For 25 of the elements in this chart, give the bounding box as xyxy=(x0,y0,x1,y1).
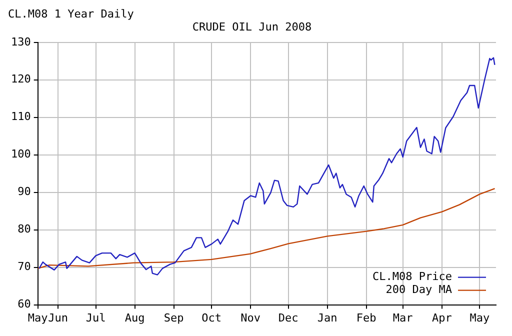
x-tick-label: Oct xyxy=(202,311,222,324)
y-tick-label: 110 xyxy=(10,110,31,124)
x-tick-label: Feb xyxy=(356,311,376,324)
x-tick-label: Nov xyxy=(240,311,261,324)
x-tick-label: Jul xyxy=(86,311,106,324)
x-tick-label: Mar xyxy=(392,311,414,324)
legend-label: CL.M08 Price xyxy=(372,270,452,284)
x-tick-label: May xyxy=(470,311,490,324)
x-tick-label: Jun xyxy=(48,311,68,324)
y-tick-label: 100 xyxy=(10,148,31,161)
chart-subtitle: CRUDE OIL Jun 2008 xyxy=(192,20,312,34)
x-tick-label: May xyxy=(28,311,48,324)
y-tick-label: 70 xyxy=(18,260,31,274)
x-tick-label: Apr xyxy=(432,311,452,324)
x-tick-label: Aug xyxy=(124,311,145,324)
y-tick-label: 80 xyxy=(18,222,31,236)
y-tick-label: 90 xyxy=(18,185,31,198)
chart-title: CL.M08 1 Year Daily xyxy=(8,7,134,20)
y-tick-label: 60 xyxy=(18,298,31,311)
y-tick-label: 120 xyxy=(10,72,31,86)
y-tick-label: 130 xyxy=(10,35,31,48)
legend-label: 200 Day MA xyxy=(386,283,452,296)
x-tick-label: Sep xyxy=(164,311,184,324)
x-tick-label: Jan xyxy=(317,311,338,324)
x-tick-label: Dec xyxy=(278,311,298,324)
